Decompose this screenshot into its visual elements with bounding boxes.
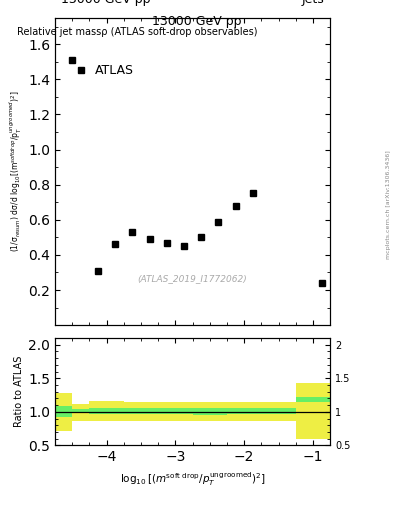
Bar [158, 402, 193, 420]
X-axis label: $\log_{10}[(m^{\mathrm{soft\ drop}}/p_T^{\mathrm{ungroomed}})^2]$: $\log_{10}[(m^{\mathrm{soft\ drop}}/p_T^… [120, 470, 265, 488]
Bar [89, 401, 124, 421]
Bar [158, 408, 193, 414]
Bar [72, 404, 90, 420]
Y-axis label: Ratio to ATLAS: Ratio to ATLAS [14, 356, 24, 428]
Text: (ATLAS_2019_I1772062): (ATLAS_2019_I1772062) [138, 274, 248, 284]
Bar [296, 383, 313, 439]
Bar [55, 393, 72, 431]
Bar [313, 397, 330, 402]
Bar [124, 408, 158, 414]
Bar [227, 402, 261, 420]
Text: 13000 GeV pp: 13000 GeV pp [61, 0, 150, 6]
Text: Relative jet massρ (ATLAS soft-drop observables): Relative jet massρ (ATLAS soft-drop obse… [17, 27, 258, 37]
Bar [72, 409, 90, 413]
Bar [89, 408, 124, 414]
Bar [313, 383, 330, 439]
Text: mcplots.cern.ch [arXiv:1306.3436]: mcplots.cern.ch [arXiv:1306.3436] [386, 151, 391, 259]
Y-axis label: (1/σ$_{resum}$) dσ/d log$_{10}$[(m$^{soft drop}$/p$_T^{ungroomed}$)$^2$]: (1/σ$_{resum}$) dσ/d log$_{10}$[(m$^{sof… [8, 91, 24, 252]
Bar [55, 407, 72, 417]
Text: Jets: Jets [302, 0, 325, 6]
Text: 13000 GeV pp: 13000 GeV pp [152, 15, 241, 28]
Bar [193, 408, 227, 415]
Bar [296, 397, 313, 402]
Bar [261, 402, 296, 420]
Bar [227, 408, 261, 414]
Bar [124, 402, 158, 421]
Bar [193, 402, 227, 420]
Text: ATLAS: ATLAS [95, 63, 134, 77]
Bar [261, 409, 296, 414]
